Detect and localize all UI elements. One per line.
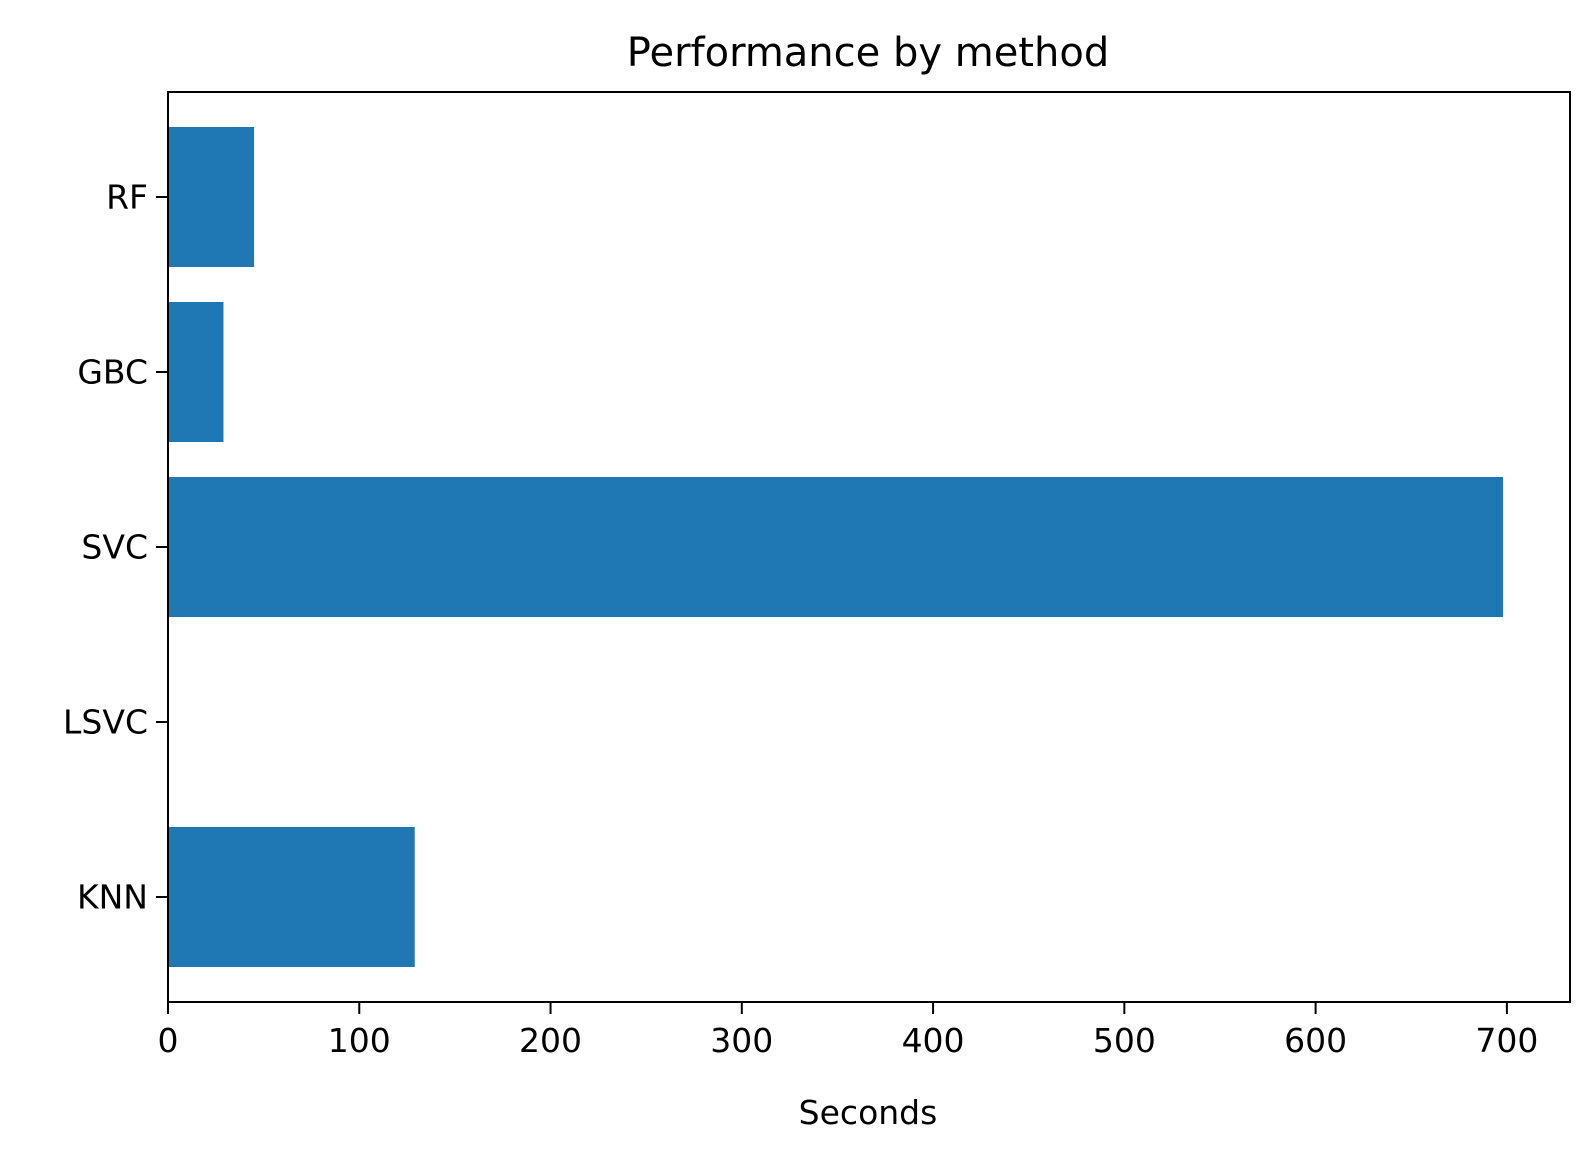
x-tick-label-200: 200 xyxy=(519,1021,582,1060)
x-axis-ticks: 0 100 200 300 400 500 600 700 xyxy=(158,1002,1538,1060)
x-tick-label-100: 100 xyxy=(328,1021,391,1060)
y-tick-label-lsvc: LSVC xyxy=(63,703,148,742)
plot-frame xyxy=(167,91,1571,1003)
x-tick-label-0: 0 xyxy=(158,1021,179,1060)
bar-gbc xyxy=(168,302,224,442)
chart-title: Performance by method xyxy=(627,30,1109,76)
x-tick-label-700: 700 xyxy=(1475,1021,1538,1060)
x-tick-label-500: 500 xyxy=(1093,1021,1156,1060)
bar-knn xyxy=(168,827,415,967)
y-tick-label-svc: SVC xyxy=(81,528,148,567)
y-tick-label-rf: RF xyxy=(106,178,148,217)
bars-group xyxy=(168,127,1504,967)
bar-rf xyxy=(168,127,255,267)
y-axis-ticks: KNN LSVC SVC GBC RF xyxy=(63,178,168,917)
y-tick-label-knn: KNN xyxy=(77,878,148,917)
x-tick-label-600: 600 xyxy=(1284,1021,1347,1060)
x-axis-label: Seconds xyxy=(799,1093,938,1132)
x-tick-label-400: 400 xyxy=(902,1021,965,1060)
x-tick-label-300: 300 xyxy=(710,1021,773,1060)
bar-svc xyxy=(168,477,1504,617)
y-tick-label-gbc: GBC xyxy=(77,353,148,392)
